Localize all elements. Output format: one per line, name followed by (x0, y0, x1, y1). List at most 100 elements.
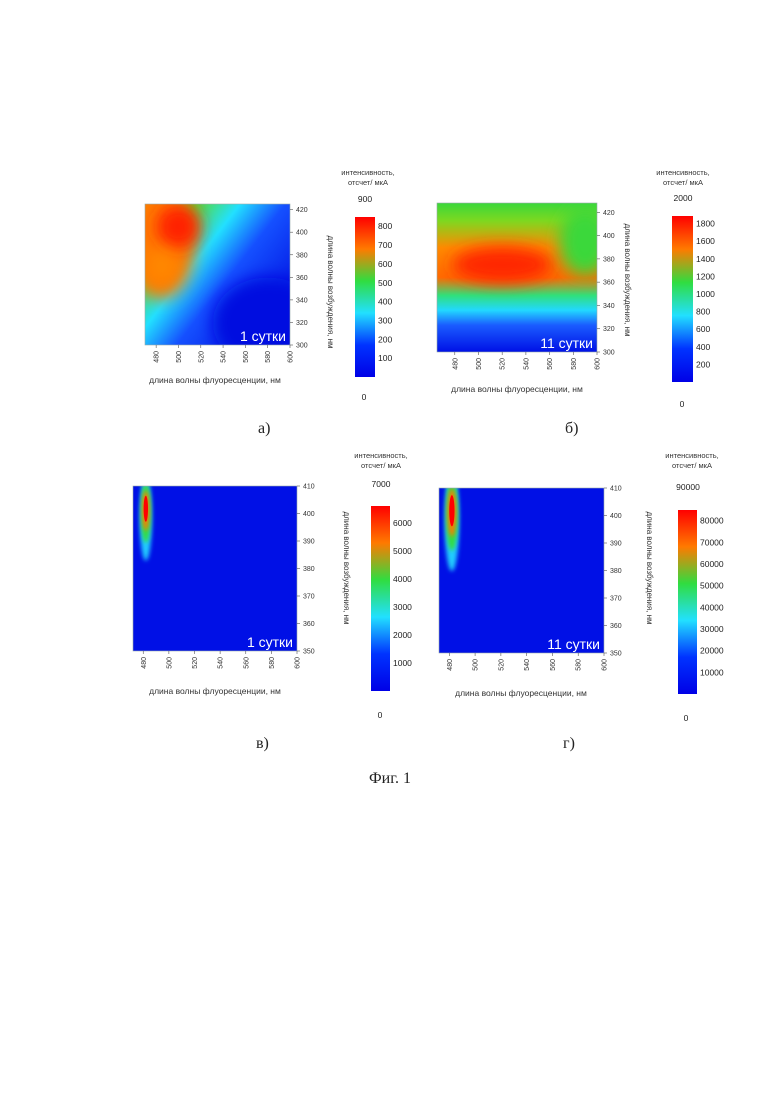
x-tick-label: 540 (218, 657, 225, 669)
colorbar-tick-label: 30000 (700, 624, 724, 634)
x-tick-label: 580 (571, 358, 578, 370)
colorbar-max-label: 7000 (372, 479, 391, 489)
y-tick-label: 360 (296, 275, 308, 282)
colorbar-tick-label: 600 (696, 324, 710, 334)
x-tick-label: 600 (595, 358, 602, 370)
colorbar-tick-label: 400 (696, 342, 710, 352)
colorbar-tick-label: 40000 (700, 602, 724, 612)
colorbar-title-line: отсчет/ мкА (663, 178, 703, 187)
colorbar-max-label: 2000 (674, 193, 693, 203)
x-tick-label: 540 (221, 351, 228, 363)
colorbar-title-line: интенсивность, (354, 451, 407, 460)
y-tick-label: 420 (603, 210, 615, 217)
figure-caption: Фиг. 1 (0, 770, 780, 788)
chart-panel-3: 11 сутки48050052054056058060035036037038… (439, 451, 724, 723)
colorbar-tick-label: 50000 (700, 581, 724, 591)
y-axis-label: длина волны возбуждения, нм (326, 235, 335, 348)
y-tick-label: 390 (303, 539, 315, 546)
x-tick-label: 540 (523, 358, 530, 370)
y-tick-label: 400 (296, 230, 308, 237)
heat-peak (156, 205, 200, 249)
heat-peak (148, 250, 176, 282)
panel-label-a: а) (258, 420, 270, 438)
chart-panel-0: 1 сутки480500520540560580600300320340360… (127, 168, 395, 402)
x-tick-label: 580 (576, 659, 583, 671)
colorbar-tick-label: 800 (696, 307, 710, 317)
colorbar: 100020003000400050006000 (371, 506, 412, 691)
x-axis-label: длина волны флуоресценции, нм (451, 384, 583, 394)
x-tick-label: 600 (288, 351, 295, 363)
colorbar-title-line: отсчет/ мкА (672, 461, 712, 470)
y-tick-label: 420 (296, 207, 308, 214)
y-tick-label: 340 (603, 303, 615, 310)
x-tick-label: 600 (602, 659, 609, 671)
heatmap-field (133, 477, 297, 651)
y-tick-label: 350 (303, 649, 315, 656)
colorbar-title: интенсивность,отсчет/ мкА (354, 451, 407, 470)
colorbar-ramp (678, 510, 697, 694)
heat-peak (449, 495, 454, 526)
panel-label-b: б) (565, 420, 578, 438)
y-tick-label: 410 (303, 484, 315, 491)
day-stamp: 1 сутки (247, 634, 293, 650)
heatmap-field (439, 470, 604, 653)
x-tick-label: 500 (473, 659, 480, 671)
colorbar-tick-label: 800 (378, 221, 392, 231)
y-tick-label: 400 (603, 233, 615, 240)
x-tick-label: 500 (476, 358, 483, 370)
heat-peak (452, 247, 552, 283)
y-axis-label: длина волны возбуждения, нм (342, 511, 351, 624)
x-tick-label: 500 (176, 351, 183, 363)
y-tick-label: 370 (303, 594, 315, 601)
colorbar-min-label: 0 (684, 713, 689, 723)
day-stamp: 11 сутки (547, 636, 600, 652)
colorbar-tick-label: 300 (378, 315, 392, 325)
x-tick-label: 480 (141, 657, 148, 669)
colorbar-tick-label: 100 (378, 353, 392, 363)
y-tick-label: 320 (603, 326, 615, 333)
colorbar-min-label: 0 (378, 710, 383, 720)
colorbar-tick-label: 10000 (700, 667, 724, 677)
colorbar-tick-label: 1600 (696, 236, 715, 246)
x-tick-label: 560 (547, 358, 554, 370)
heat-base (133, 486, 297, 651)
colorbar-title-line: отсчет/ мкА (348, 178, 388, 187)
x-tick-label: 580 (269, 657, 276, 669)
colorbar-tick-label: 600 (378, 259, 392, 269)
heatmap-field (127, 188, 323, 367)
y-tick-label: 370 (610, 596, 622, 603)
heat-right-zone (559, 207, 611, 275)
colorbar-tick-label: 60000 (700, 559, 724, 569)
colorbar-min-label: 0 (680, 399, 685, 409)
x-tick-label: 480 (447, 659, 454, 671)
colorbar: 1000020000300004000050000600007000080000 (678, 510, 724, 694)
x-tick-label: 480 (452, 358, 459, 370)
y-axis-label: длина волны возбуждения, нм (623, 223, 632, 336)
colorbar-tick-label: 200 (696, 359, 710, 369)
y-tick-label: 350 (610, 651, 622, 658)
x-tick-label: 520 (198, 351, 205, 363)
colorbar-tick-label: 700 (378, 240, 392, 250)
colorbar-tick-label: 1200 (696, 271, 715, 281)
x-axis-label: длина волны флуоресценции, нм (455, 688, 587, 698)
y-tick-label: 360 (610, 623, 622, 630)
y-tick-label: 320 (296, 320, 308, 327)
x-axis-label: длина волны флуоресценции, нм (149, 686, 281, 696)
x-tick-label: 560 (550, 659, 557, 671)
colorbar-title: интенсивность,отсчет/ мкА (665, 451, 718, 470)
colorbar-title: интенсивность,отсчет/ мкА (656, 168, 709, 187)
y-tick-label: 300 (296, 343, 308, 350)
colorbar: 100200300400500600700800 (355, 217, 392, 377)
x-tick-label: 560 (243, 657, 250, 669)
colorbar-title-line: отсчет/ мкА (361, 461, 401, 470)
y-axis-label: длина волны возбуждения, нм (645, 511, 654, 624)
colorbar-tick-label: 2000 (393, 630, 412, 640)
colorbar-min-label: 0 (362, 392, 367, 402)
colorbar-tick-label: 1400 (696, 254, 715, 264)
colorbar-max-label: 900 (358, 194, 372, 204)
heat-base (439, 488, 604, 653)
colorbar-title-line: интенсивность, (341, 168, 394, 177)
y-tick-label: 410 (610, 486, 622, 493)
